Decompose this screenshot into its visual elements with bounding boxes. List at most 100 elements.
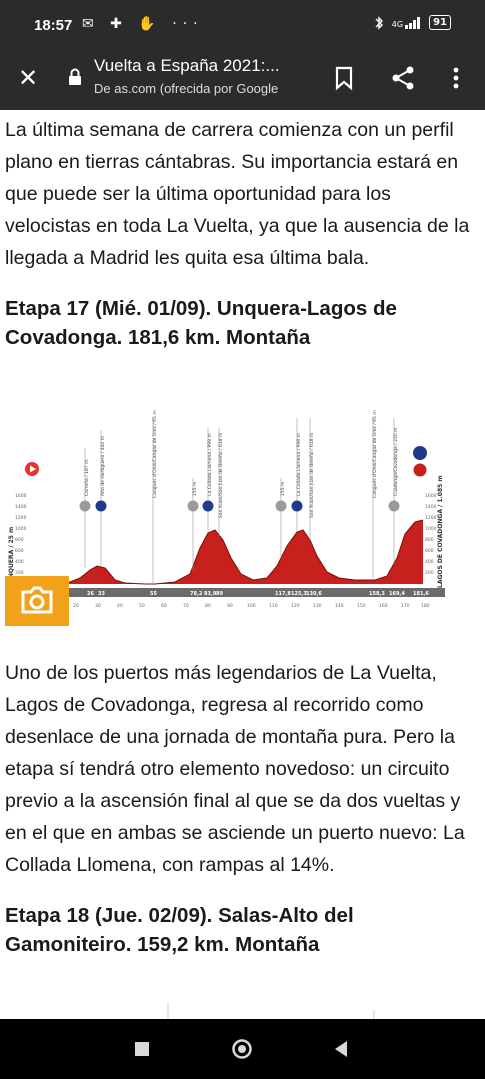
svg-text:33: 33 <box>98 591 105 597</box>
svg-text:30: 30 <box>95 603 101 609</box>
svg-text:Cuadonga/Covadonga / 220 m: Cuadonga/Covadonga / 220 m <box>393 427 399 496</box>
elevation-axis: 1600 1400 1200 1000 800 600 400 200 <box>15 493 27 576</box>
svg-text:1400: 1400 <box>425 504 437 510</box>
svg-text:130,6: 130,6 <box>306 591 322 597</box>
svg-text:200: 200 <box>425 570 434 576</box>
status-bar: 18:57 ✉ ✚ ✋ ··· 4G 91 <box>0 0 485 52</box>
svg-text:La Collada Llomena / 998 m: La Collada Llomena / 998 m <box>207 433 213 496</box>
elevation-axis-right: 1600 1400 1200 1000 800 600 400 200 <box>425 493 437 576</box>
svg-text:255 m: 255 m <box>192 482 198 496</box>
elev-tick: 1200 <box>15 515 27 521</box>
page-title[interactable]: Vuelta a España 2021:... <box>94 56 280 75</box>
article-content-lower: Uno de los puertos más legendarios de La… <box>5 657 477 959</box>
recents-icon[interactable] <box>134 1041 150 1057</box>
elev-tick: 400 <box>15 559 24 565</box>
intro-paragraph: La última semana de carrera comienza con… <box>5 119 470 269</box>
svg-text:90: 90 <box>227 603 233 609</box>
svg-text:Carreña / 187 m: Carreña / 187 m <box>84 459 90 496</box>
distance-bar <box>15 588 445 597</box>
svg-text:125,3: 125,3 <box>291 591 307 597</box>
stage18-profile-peek <box>167 1002 375 1019</box>
back-icon[interactable] <box>333 1040 349 1058</box>
network-type: 4G <box>391 19 404 29</box>
svg-text:Alto de Hortiguero / 440 m: Alto de Hortiguero / 440 m <box>100 436 106 496</box>
svg-text:78,2: 78,2 <box>190 591 203 597</box>
finish-marker-icon <box>412 462 428 478</box>
svg-text:117,8: 117,8 <box>275 591 291 597</box>
svg-text:180: 180 <box>421 603 430 609</box>
lock-icon <box>69 68 81 85</box>
svg-text:170: 170 <box>401 603 410 609</box>
svg-text:83,9: 83,9 <box>204 591 217 597</box>
elev-tick: 1400 <box>15 504 27 510</box>
elev-tick: 1000 <box>15 526 27 532</box>
svg-text:400: 400 <box>425 559 434 565</box>
svg-text:50: 50 <box>139 603 145 609</box>
km-marks: 26 33 55 78,2 83,9 89 117,8 125,3 130,6 … <box>87 591 429 597</box>
svg-text:600: 600 <box>425 548 434 554</box>
svg-text:1000: 1000 <box>425 526 437 532</box>
svg-text:26: 26 <box>87 591 94 597</box>
stage17-paragraph: Uno de los puertos más legendarios de La… <box>5 662 465 876</box>
svg-text:158,3: 158,3 <box>369 591 385 597</box>
svg-text:San Xuan/San Juan de Beleño /: San Xuan/San Juan de Beleño / 618 m <box>309 433 315 518</box>
svg-text:70: 70 <box>183 603 189 609</box>
svg-text:100: 100 <box>247 603 256 609</box>
elev-tick: 200 <box>15 570 24 576</box>
svg-text:La Collada Llomena / 998 m: La Collada Llomena / 998 m <box>296 433 302 496</box>
status-time: 18:57 <box>34 17 73 34</box>
navigation-bar <box>0 1019 485 1079</box>
custom-tab-toolbar: ✕ Vuelta a España 2021:... De as.com (of… <box>0 52 485 110</box>
elevation-profile <box>15 520 423 584</box>
svg-text:255 m: 255 m <box>280 482 286 496</box>
svg-text:89: 89 <box>216 591 223 597</box>
stage18-heading: Etapa 18 (Jue. 02/09). Salas-Alto del Ga… <box>5 904 354 956</box>
svg-text:20: 20 <box>73 603 79 609</box>
page-url[interactable]: De as.com (ofrecida por Google <box>94 81 279 96</box>
bookmark-icon[interactable] <box>334 65 354 91</box>
svg-text:160: 160 <box>379 603 388 609</box>
elev-tick: 600 <box>15 548 24 554</box>
svg-text:130: 130 <box>313 603 322 609</box>
svg-text:55: 55 <box>150 591 157 597</box>
svg-text:169,4: 169,4 <box>389 591 405 597</box>
camera-icon <box>21 586 53 614</box>
svg-text:800: 800 <box>425 537 434 543</box>
svg-text:60: 60 <box>161 603 167 609</box>
svg-text:181,6: 181,6 <box>413 591 429 597</box>
network-label: 4G <box>391 16 421 29</box>
battery-icon: 91 <box>429 15 451 30</box>
svg-text:Cangues d'Onís/Cangas de Onís: Cangues d'Onís/Cangas de Onís / 65 m <box>371 410 378 498</box>
share-icon[interactable] <box>390 65 416 91</box>
svg-text:1600: 1600 <box>425 493 437 499</box>
svg-text:110: 110 <box>269 603 278 609</box>
home-icon[interactable] <box>231 1038 253 1060</box>
start-label: UNQUERA / 25 m <box>8 527 15 583</box>
system-icons: 4G 91 <box>374 15 451 30</box>
km-axis: 20 30 40 50 60 70 80 90 100 110 120 130 … <box>73 603 430 609</box>
notification-icons: ✉ ✚ ✋ ··· <box>82 16 204 32</box>
climb-markers <box>84 418 395 584</box>
signal-icon <box>405 16 421 29</box>
elev-tick: 800 <box>15 537 24 543</box>
svg-text:120: 120 <box>291 603 300 609</box>
stage17-heading: Etapa 17 (Mié. 01/09). Unquera-Lagos de … <box>5 297 397 349</box>
svg-text:Cangues d'Onís/Cangas de Onís: Cangues d'Onís/Cangas de Onís / 65 m <box>151 410 158 498</box>
stage-profile[interactable]: 1600 1400 1200 1000 800 600 400 200 1600… <box>5 408 480 628</box>
bluetooth-icon <box>375 15 383 30</box>
svg-text:1200: 1200 <box>425 515 437 521</box>
profile-chart: 1600 1400 1200 1000 800 600 400 200 1600… <box>5 408 480 628</box>
close-icon[interactable]: ✕ <box>18 64 39 92</box>
finish-label: LAGOS DE COVADONGA / 1.085 m <box>437 475 444 588</box>
svg-text:80: 80 <box>205 603 211 609</box>
elev-tick: 1600 <box>15 493 27 499</box>
climb-icons <box>79 500 400 512</box>
svg-text:San Xuan/San Juan de Beleño /: San Xuan/San Juan de Beleño / 618 m <box>218 433 224 518</box>
article-content: La última semana de carrera comienza con… <box>5 114 477 352</box>
climb-labels: Carreña / 187 m Alto de Hortiguero / 440… <box>84 410 399 518</box>
camera-badge[interactable] <box>5 576 69 626</box>
menu-icon[interactable] <box>447 65 465 91</box>
svg-text:140: 140 <box>335 603 344 609</box>
svg-text:40: 40 <box>117 603 123 609</box>
svg-text:150: 150 <box>357 603 366 609</box>
